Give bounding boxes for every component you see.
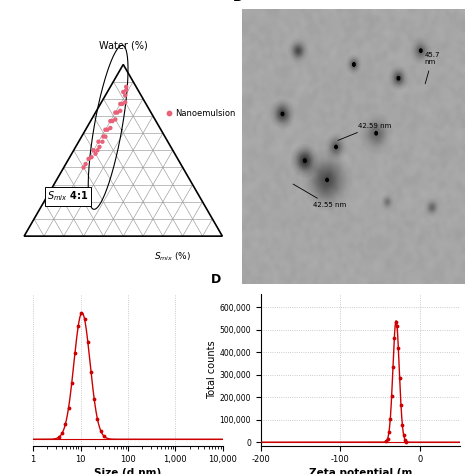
Point (100, 432, 108, 440)
Point (389, 363, 397, 370)
Point (87, 368, 95, 375)
Point (94, 146, 101, 154)
Point (82, 160, 90, 168)
Point (122, 83, 130, 91)
Point (74, 323, 82, 330)
Point (397, 401, 405, 409)
Text: $S_{mix}$ (%): $S_{mix}$ (%) (154, 250, 191, 263)
Point (396, 374, 403, 382)
Point (100, 133, 107, 140)
Point (399, 421, 406, 428)
Point (394, 344, 402, 351)
Point (55, 433, 63, 441)
Point (122, 86, 130, 94)
Point (392, 318, 400, 326)
X-axis label: Zeta potential (m: Zeta potential (m (309, 468, 412, 474)
Point (402, 438, 410, 445)
Text: 45.7
nm: 45.7 nm (424, 53, 440, 84)
Point (104, 126, 111, 134)
Point (84, 338, 91, 346)
Point (121, 99, 129, 106)
Point (71, 349, 79, 357)
Point (85, 155, 92, 163)
Point (62, 420, 69, 428)
Point (384, 435, 392, 442)
Point (90, 146, 97, 154)
Point (121, 91, 129, 99)
Point (68, 379, 75, 387)
Point (401, 436, 409, 444)
Point (65, 404, 73, 412)
Text: Nanoemulsion: Nanoemulsion (175, 109, 235, 118)
Point (81, 315, 88, 323)
Point (97, 427, 104, 434)
Point (99, 138, 106, 146)
Point (388, 392, 395, 400)
Text: 42.55 nm: 42.55 nm (293, 184, 346, 209)
Point (117, 107, 124, 115)
Point (113, 109, 121, 116)
Point (96, 143, 103, 151)
Text: D: D (211, 273, 221, 286)
X-axis label: Size (d.nm): Size (d.nm) (94, 468, 162, 474)
Point (111, 109, 119, 116)
Point (393, 322, 401, 329)
Point (119, 88, 127, 96)
Point (58, 429, 66, 437)
Text: $S_{mix}$ 4:1: $S_{mix}$ 4:1 (47, 190, 88, 203)
Text: 42.59 nm: 42.59 nm (338, 123, 391, 140)
Text: Water (%): Water (%) (99, 41, 147, 51)
Point (111, 116, 119, 123)
Point (165, 109, 173, 117)
Point (91, 395, 98, 403)
Point (88, 154, 95, 161)
Point (94, 415, 101, 423)
Point (80, 164, 87, 171)
Point (107, 118, 114, 125)
Point (383, 438, 390, 445)
Point (386, 415, 394, 422)
Point (101, 133, 109, 140)
Point (118, 100, 126, 108)
Point (107, 124, 114, 132)
Y-axis label: Total counts: Total counts (207, 340, 217, 399)
Point (101, 126, 109, 134)
Point (117, 100, 124, 108)
Point (109, 118, 116, 125)
Point (95, 138, 102, 146)
Point (385, 428, 393, 436)
Point (391, 334, 398, 342)
Point (400, 431, 408, 439)
Point (91, 150, 99, 157)
Text: B: B (233, 0, 242, 4)
Point (78, 310, 85, 317)
